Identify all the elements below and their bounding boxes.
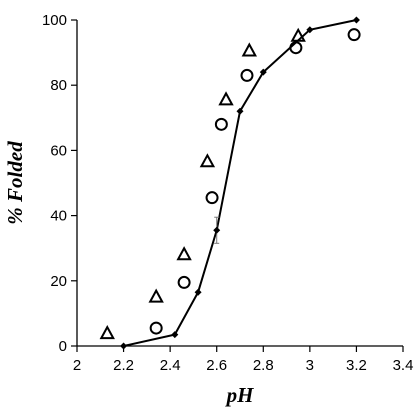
y-tick-label: 80 [50,77,67,94]
y-tick-label: 40 [50,208,67,225]
x-tick-label: 3 [306,357,314,374]
data-point-triangle [99,325,115,340]
data-point-triangle [290,27,306,42]
series-line [123,19,357,347]
axis-ticks: 2 2.2 2.4 2.6 2.8 3 3.2 3.4 0 20 40 60 80 100 [42,12,413,374]
y-tick-label: 20 [50,273,67,290]
series-open-circle [149,28,361,335]
data-point-circle [289,41,303,55]
data-point-diamond [236,107,244,115]
series-open-triangle [99,27,306,340]
data-point-diamond [306,26,314,34]
x-tick-label: 2.2 [113,357,134,374]
data-point-triangle [218,91,234,106]
x-axis-title: pH [225,383,255,407]
y-tick-label: 60 [50,142,67,159]
data-point-triangle [176,246,192,261]
series-diamond-line [120,16,360,350]
data-point-diamond [194,288,202,296]
x-tick-label: 2.8 [253,357,274,374]
data-point-diamond [171,331,179,339]
x-tick-label: 3.2 [346,357,367,374]
data-point-diamond [120,342,128,350]
x-tick-label: 3.4 [393,357,414,374]
data-point-triangle [148,288,164,303]
x-tick-label: 2.4 [160,357,181,374]
data-point-circle [177,275,191,289]
data-point-diamond [213,226,221,234]
y-tick-label: 0 [59,338,67,355]
data-point-circle [205,191,219,205]
data-point-triangle [241,42,257,57]
x-tick-label: 2.6 [206,357,227,374]
x-tick-label: 2 [73,357,81,374]
data-point-circle [214,117,228,131]
data-point-diamond [352,16,360,24]
data-point-diamond [259,68,267,76]
data-point-circle [149,321,163,335]
data-series [99,16,361,350]
data-point-circle [347,28,361,42]
y-tick-label: 100 [42,12,67,29]
y-axis-title: % Folded [3,141,27,225]
data-point-circle [240,68,254,82]
data-point-triangle [199,153,216,168]
